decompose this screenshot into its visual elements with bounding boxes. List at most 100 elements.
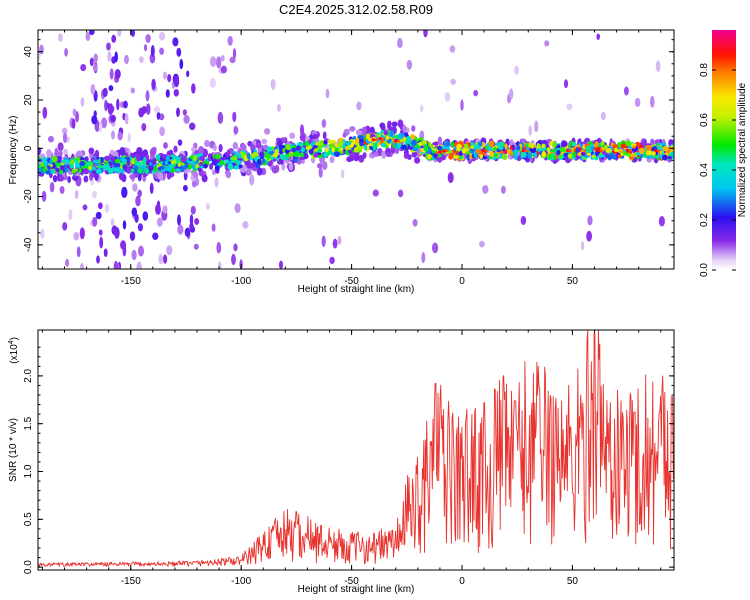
heatmap-cell	[150, 45, 155, 57]
heatmap-cell	[412, 219, 418, 227]
heatmap-cell	[159, 126, 165, 137]
snr-y-axis-label: SNR (10 * v/v)	[8, 418, 19, 482]
colorbar-tick-label: 0.6	[699, 113, 710, 127]
heatmap-cell	[350, 141, 355, 148]
heatmap-cell	[282, 156, 288, 160]
heatmap-cell	[479, 153, 484, 159]
heatmap-cell	[312, 133, 318, 140]
heatmap-cell	[488, 140, 495, 148]
heatmap-cell	[347, 149, 353, 154]
heatmap-cell	[520, 152, 527, 158]
heatmap-cell	[117, 131, 123, 141]
heatmap-cell	[186, 70, 190, 78]
heatmap-cell	[596, 33, 600, 40]
heatmap-cell	[299, 153, 305, 158]
heatmap-cell	[611, 154, 617, 160]
heatmap-cell	[131, 249, 137, 261]
heatmap-cell	[394, 142, 399, 149]
heatmap-cell	[124, 54, 129, 65]
heatmap-cell	[144, 167, 150, 175]
heatmap-cell	[318, 166, 323, 178]
heatmap-cell	[482, 185, 489, 194]
snr-panel: -150 -100 -50 0 50 0.0 0.5 1.0 1.5 2.0 Height of…	[8, 329, 675, 595]
heatmap-cell	[464, 143, 469, 150]
heatmap-cell	[662, 146, 669, 152]
heatmap-cell	[58, 175, 64, 182]
heatmap-cell	[79, 227, 85, 240]
heatmap-cell	[432, 153, 438, 158]
heatmap-cell	[400, 144, 408, 150]
heatmap-cell	[450, 141, 455, 148]
heatmap-cell	[92, 216, 98, 227]
heatmap-cell	[381, 137, 385, 140]
snr-frame	[37, 329, 675, 571]
heatmap-cell	[80, 63, 87, 72]
heatmap-cell	[385, 135, 390, 141]
heatmap-cell	[173, 88, 179, 97]
heatmap-cell	[76, 150, 82, 158]
snr-x-ticks: -150 -100 -50 0 50	[41, 330, 662, 587]
heatmap-cell	[98, 121, 103, 133]
heatmap-cell	[636, 152, 641, 156]
heatmap-cell	[590, 145, 595, 151]
heatmap-cell	[198, 162, 204, 166]
heatmap-cell	[481, 149, 487, 153]
heatmap-cell	[127, 132, 131, 143]
heatmap-cell	[113, 163, 121, 168]
heatmap-cell	[628, 149, 632, 152]
heatmap-cell	[227, 163, 234, 170]
heatmap-cell	[117, 30, 122, 37]
heatmap-cell	[423, 145, 429, 152]
heatmap-cell	[49, 158, 53, 165]
heatmap-cell	[358, 144, 364, 151]
heatmap-cell	[174, 155, 179, 161]
heatmap-cell	[152, 232, 159, 240]
colorbar-gradient	[712, 30, 736, 270]
heatmap-cell	[255, 142, 262, 149]
heatmap-cell	[45, 170, 52, 175]
heatmap-cell	[257, 158, 262, 165]
heatmap-cell	[102, 87, 108, 98]
heatmap-cell	[529, 142, 535, 149]
heatmap-cell	[182, 184, 188, 192]
heatmap-cell	[216, 56, 222, 69]
heatmap-cell	[232, 111, 237, 122]
heatmap-cell	[371, 138, 376, 142]
heatmap-cell	[546, 146, 551, 153]
heatmap-cell	[134, 213, 139, 223]
heatmap-cell	[544, 40, 550, 47]
heatmap-cell	[179, 58, 184, 70]
heatmap-cell	[288, 152, 295, 157]
heatmap-cell	[167, 160, 172, 165]
heatmap-cell	[41, 190, 47, 202]
heatmap-cell	[461, 148, 467, 154]
heatmap-cell	[307, 144, 312, 151]
heatmap-cell	[63, 148, 68, 156]
colorbar: 0.0 0.2 0.4 0.6 0.8 Normalized spectral ampl…	[699, 30, 748, 277]
heatmap-cell	[304, 140, 310, 147]
heatmap-cell	[217, 111, 224, 124]
heatmap-cell	[110, 218, 115, 227]
heatmap-cell	[55, 167, 60, 173]
heatmap-cell	[344, 141, 352, 146]
heatmap-cell	[107, 51, 112, 62]
heatmap-cell	[391, 121, 398, 128]
heatmap-cell	[317, 149, 323, 153]
heatmap-cell	[114, 166, 122, 174]
heatmap-cell	[390, 130, 394, 137]
heatmap-cell	[163, 142, 168, 149]
heatmap-cell	[385, 151, 392, 158]
heatmap-cell	[277, 104, 281, 112]
heatmap-cell	[575, 147, 580, 154]
heatmap-cell	[171, 160, 175, 165]
heatmap-cell	[448, 153, 454, 160]
heatmap-cell	[565, 149, 571, 153]
heatmap-cell	[331, 146, 336, 153]
heatmap-cell	[572, 152, 577, 158]
heatmap-cell	[94, 149, 100, 159]
heatmap-cell	[598, 154, 605, 158]
heatmap-cell	[198, 145, 204, 155]
heatmap-cell	[198, 156, 205, 161]
spectrogram-y-tick-label: 40	[23, 46, 34, 58]
